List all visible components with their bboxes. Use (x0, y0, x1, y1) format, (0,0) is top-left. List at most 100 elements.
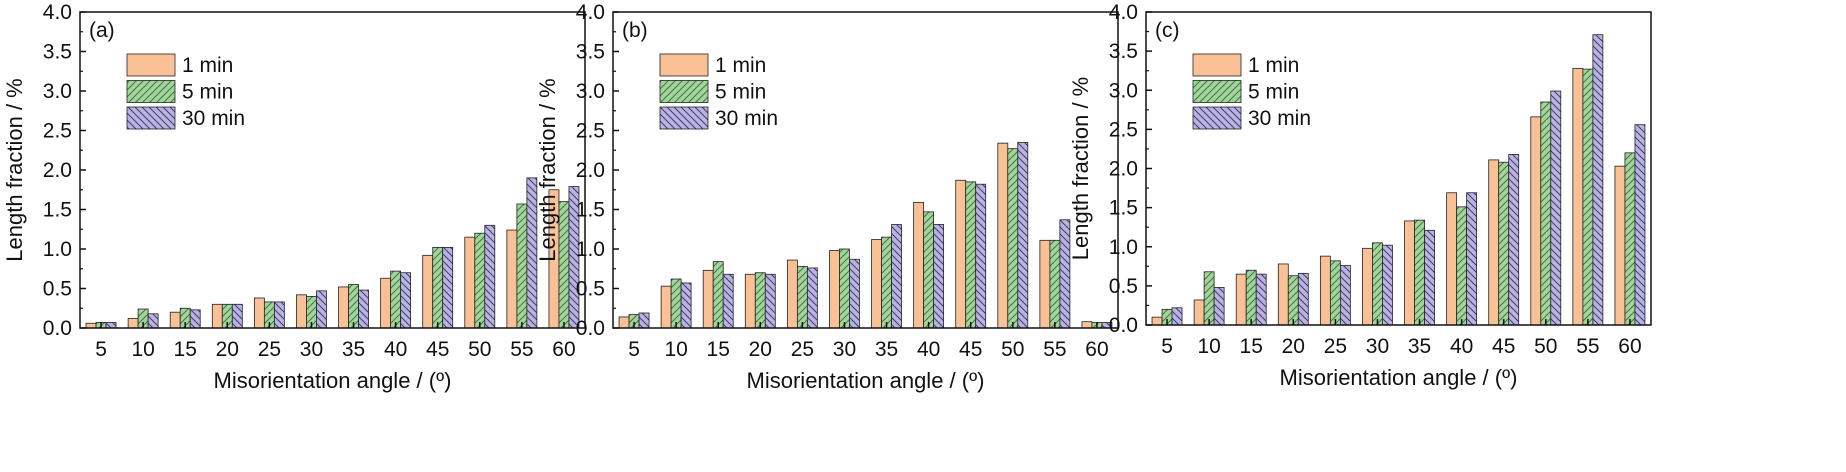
chart-panel-a: 0.0 0.5 1.0 1.5 2.0 2.5 3.0 3.5 4.0 5 10 15 20 25 30 35… (2, 1, 586, 393)
x-tick-label: 10 (1197, 335, 1220, 358)
bar-1min-20 (1277, 263, 1289, 326)
legend-swatch-30min (659, 106, 709, 130)
bar-1min-50 (997, 142, 1009, 329)
bar-1min-60 (1081, 321, 1093, 329)
bar-1min-25 (786, 259, 798, 329)
bar-30min-35 (891, 224, 902, 329)
x-tick-label: 40 (1450, 335, 1473, 358)
legend: 1 min 5 min 30 min (659, 53, 778, 130)
y-tick-label: 1.0 (43, 238, 72, 261)
bar-1min-45 (1488, 159, 1500, 326)
legend-label: 30 min (715, 107, 778, 130)
bar-30min-40 (400, 272, 412, 329)
bar-30min-55 (1592, 34, 1604, 326)
bar-1min-25 (253, 297, 265, 329)
bar-30min-35 (358, 289, 369, 329)
bar-30min-40 (933, 224, 945, 329)
x-tick-label: 45 (1492, 335, 1515, 358)
y-tick-label: 2.0 (1109, 158, 1138, 181)
bar-5min-55 (516, 203, 528, 329)
bar-1min-25 (1319, 255, 1331, 326)
bar-1min-35 (871, 239, 882, 329)
bar-1min-35 (1404, 220, 1415, 326)
bar-5min-35 (1414, 219, 1425, 326)
bar-1min-55 (1572, 67, 1584, 326)
bar-1min-30 (1362, 247, 1373, 326)
bar-30min-30 (316, 290, 327, 329)
x-tick-label: 35 (875, 338, 898, 361)
x-axis-title: Misorientation angle / (º) (747, 368, 985, 393)
bar-30min-50 (484, 224, 496, 329)
legend-swatch-30min (126, 106, 176, 130)
y-tick-label: 3.0 (43, 80, 72, 103)
panel-label: (c) (1155, 19, 1180, 42)
bar-30min-45 (1508, 154, 1520, 326)
bar-30min-45 (442, 247, 454, 329)
bar-1min-15 (169, 311, 181, 329)
bar-30min-25 (1339, 265, 1351, 326)
x-tick-label: 55 (1043, 338, 1066, 361)
bar-5min-45 (1498, 161, 1510, 326)
legend-label: 5 min (715, 81, 766, 104)
x-tick-label: 15 (707, 338, 730, 361)
bar-30min-30 (1382, 244, 1393, 326)
x-axis-title: Misorientation angle / (º) (214, 368, 452, 393)
bar-30min-20 (764, 273, 776, 329)
bar-30min-10 (147, 313, 159, 329)
bar-1min-40 (1446, 192, 1458, 326)
bar-30min-45 (975, 183, 987, 329)
bar-1min-50 (1530, 116, 1542, 326)
bar-5min-55 (1582, 68, 1594, 326)
bar-1min-45 (955, 179, 967, 329)
y-tick-label: 2.0 (43, 159, 72, 182)
bar-1min-10 (1193, 299, 1205, 326)
legend-swatch-1min (1192, 53, 1242, 77)
bar-5min-45 (965, 181, 977, 329)
bar-5min-60 (1624, 152, 1636, 326)
x-tick-label: 45 (426, 338, 449, 361)
bar-30min-50 (1550, 90, 1562, 326)
x-tick-label: 20 (1282, 335, 1305, 358)
x-tick-label: 25 (258, 338, 281, 361)
legend-label: 1 min (182, 54, 233, 77)
x-tick-label: 60 (552, 338, 575, 361)
bar-5min-60 (558, 201, 570, 329)
y-tick-label: 3.0 (576, 80, 605, 103)
x-tick-label: 10 (664, 338, 687, 361)
bar-5min-30 (1372, 242, 1383, 326)
bar-5min-50 (474, 232, 486, 329)
bar-1min-10 (660, 285, 672, 329)
bar-30min-10 (1213, 287, 1225, 326)
y-tick-label: 2.5 (576, 120, 605, 143)
x-tick-label: 20 (749, 338, 772, 361)
legend-label: 30 min (1248, 107, 1311, 130)
bar-30min-40 (1466, 192, 1478, 326)
bar-5min-20 (754, 272, 766, 329)
y-tick-label: 2.0 (576, 159, 605, 182)
y-tick-label: 1.5 (1109, 197, 1138, 220)
y-tick-label: 1.0 (1109, 236, 1138, 259)
bar-5min-35 (881, 236, 892, 329)
plot-frame (1145, 11, 1652, 326)
bar-5min-35 (348, 284, 359, 329)
bar-1min-20 (211, 303, 223, 329)
y-tick-label: 0.0 (43, 317, 72, 340)
bar-30min-5 (105, 322, 117, 329)
y-tick-label: 3.5 (43, 41, 72, 64)
legend-label: 1 min (715, 54, 766, 77)
x-tick-label: 60 (1618, 335, 1641, 358)
x-tick-label: 55 (510, 338, 533, 361)
bar-5min-40 (1456, 206, 1468, 326)
bar-30min-25 (273, 301, 285, 329)
bar-1min-15 (1235, 273, 1247, 326)
x-tick-label: 30 (1366, 335, 1389, 358)
y-tick-label: 0.5 (43, 278, 72, 301)
y-tick-label: 3.0 (1109, 79, 1138, 102)
bar-5min-40 (923, 211, 935, 329)
legend-swatch-1min (659, 53, 709, 77)
x-tick-label: 50 (1534, 335, 1557, 358)
panel-label: (b) (622, 19, 648, 42)
bar-5min-15 (712, 261, 724, 329)
